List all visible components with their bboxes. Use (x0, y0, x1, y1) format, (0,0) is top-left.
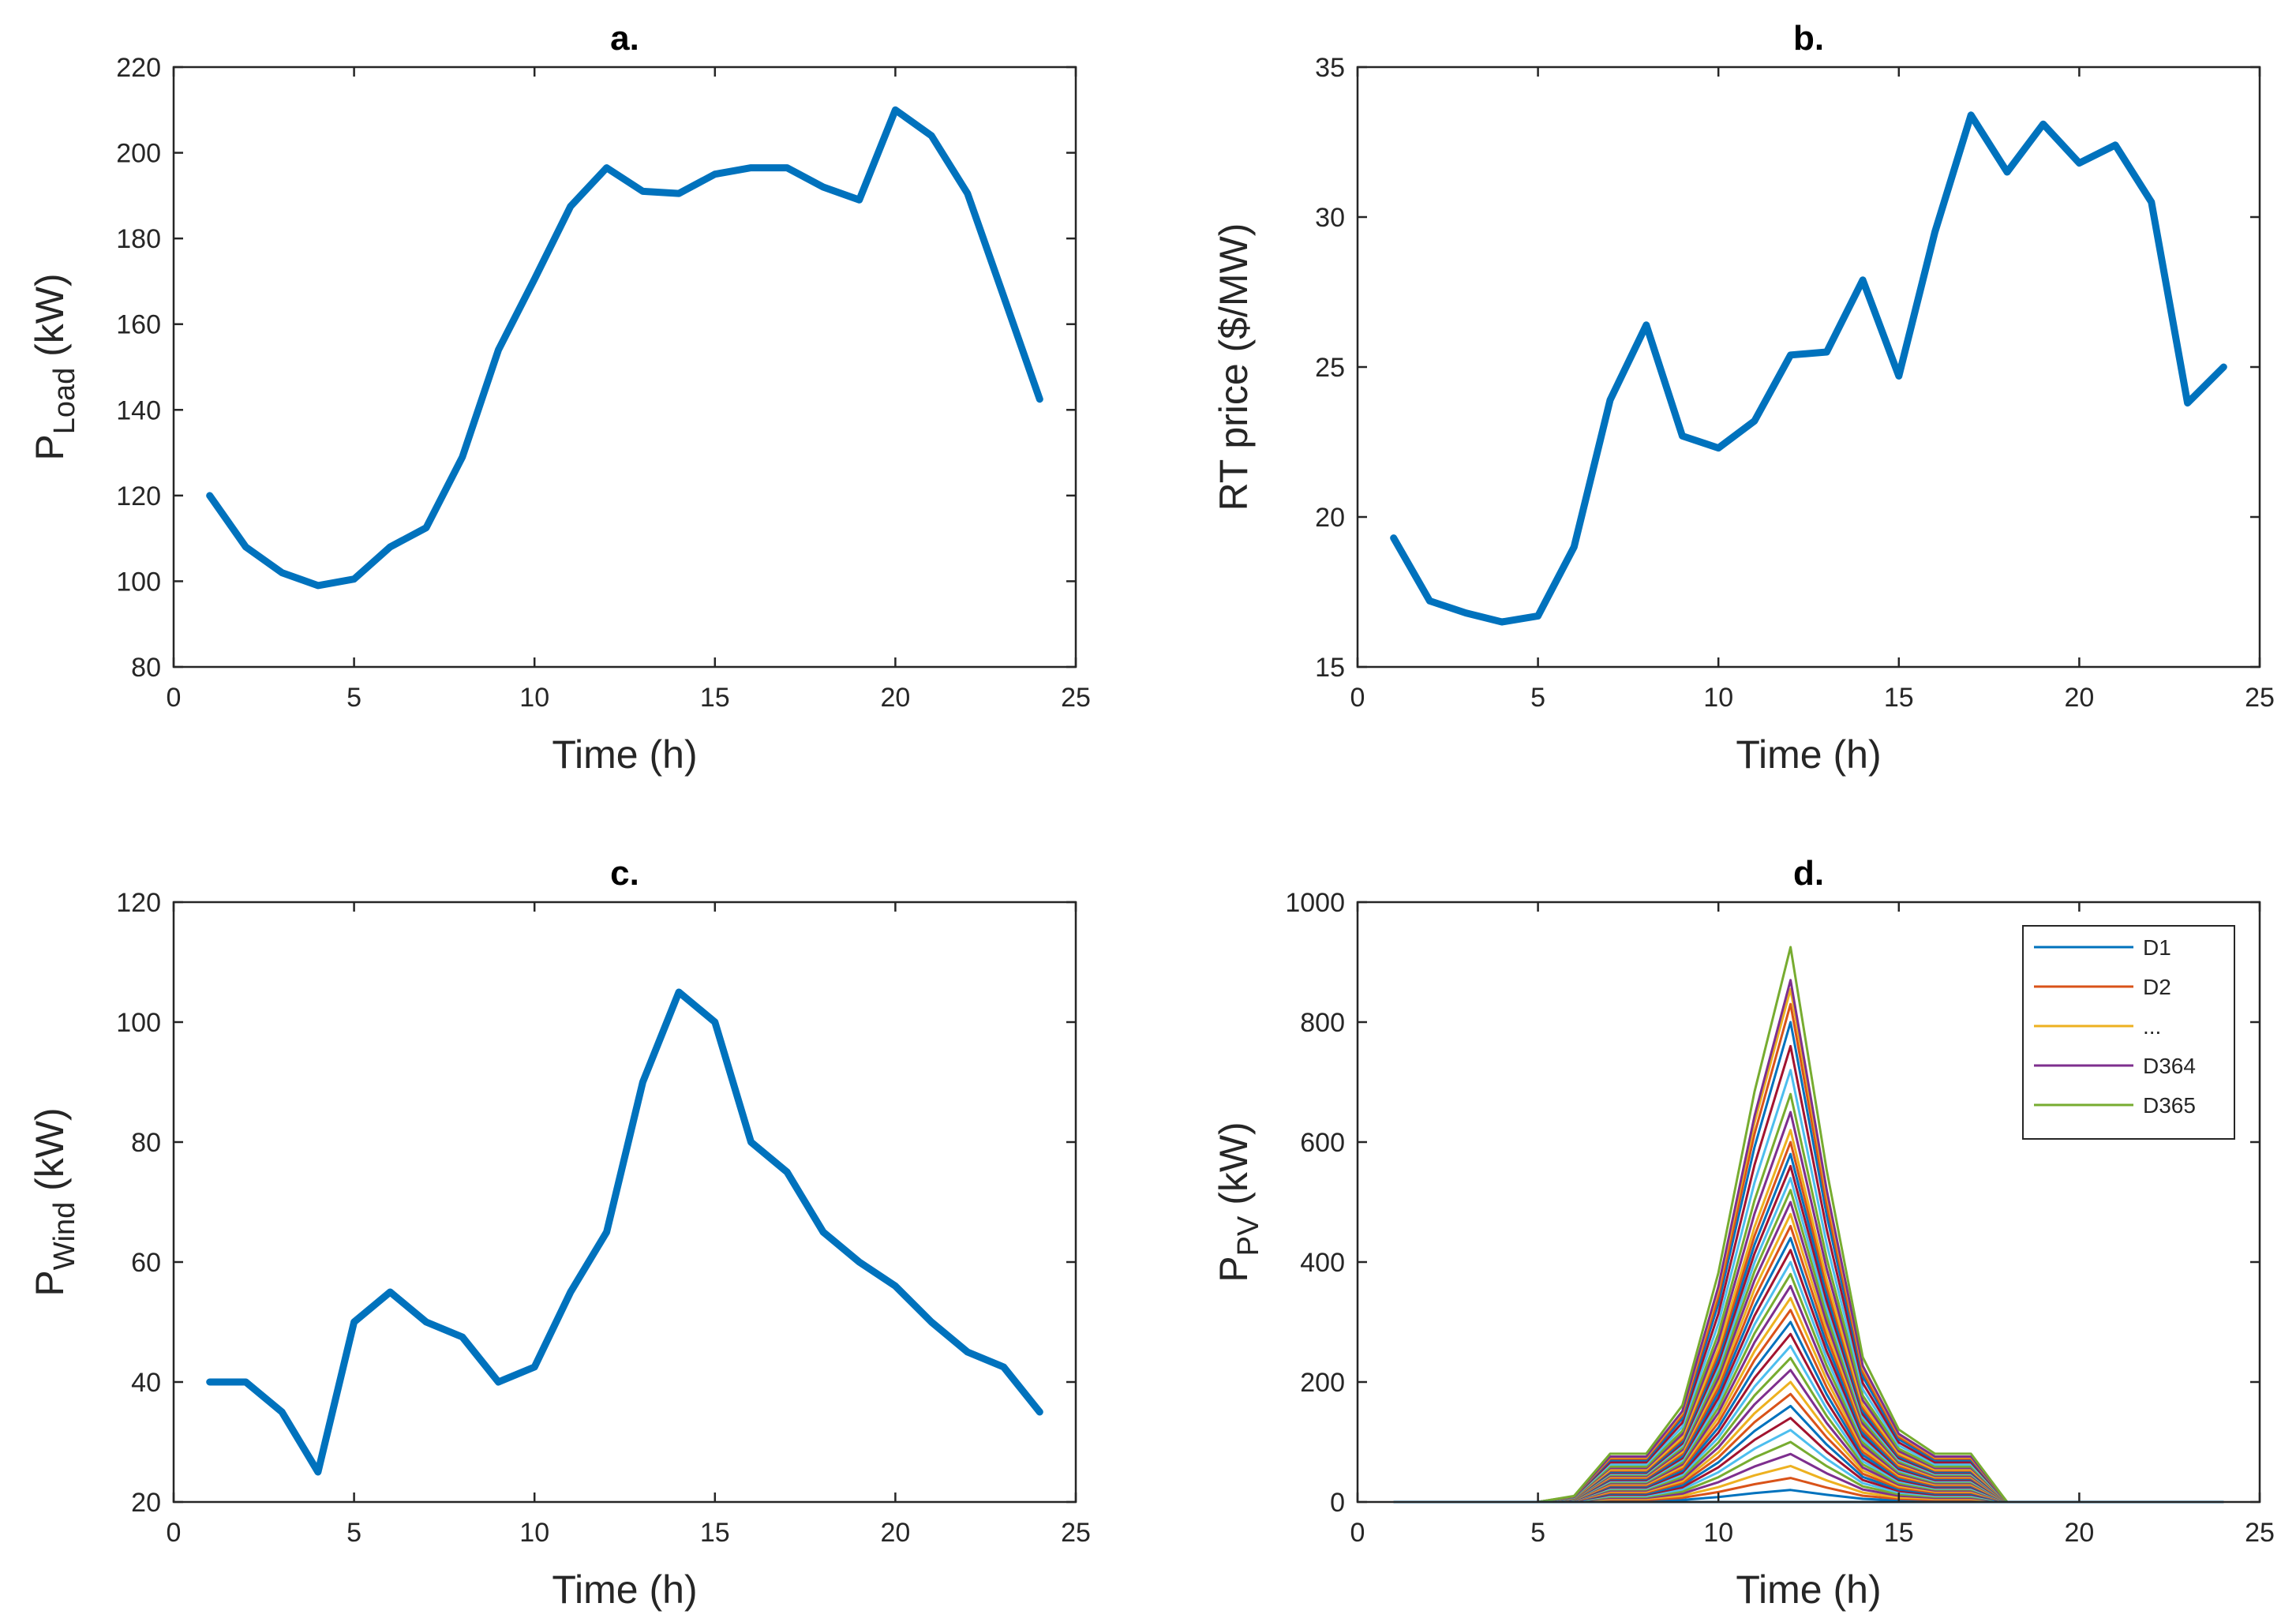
chart-panel-b: 0 5 10 15 20 25 15 20 25 30 35 b. Time (h) RT price (… (1212, 19, 2275, 777)
series-line-c (206, 988, 1043, 1476)
x-axis-label: Time (h) (1736, 1567, 1881, 1612)
x-tick-label: 0 (167, 683, 182, 713)
panels: 0 5 10 15 20 2580100120140160180200220a.Time … (28, 19, 2275, 1612)
x-tick-label: 25 (1061, 1518, 1091, 1548)
axes-box (172, 66, 1077, 669)
x-tick-label: 0 (1350, 683, 1365, 713)
y-tick-label: 100 (116, 567, 161, 597)
y-tick-label: 35 (1315, 53, 1345, 83)
y-axis-label: PLoad (kW) (28, 273, 81, 460)
series-group (1390, 111, 2227, 626)
legend: D1 D2... D364 D365 (2022, 925, 2235, 1140)
y-tick-label: 0 (1330, 1488, 1345, 1518)
y-tick-label: 100 (116, 1008, 161, 1038)
x-tick-label: 15 (1884, 1518, 1914, 1548)
y-tick-label: 30 (1315, 203, 1345, 233)
y-label-main: RT price ($/MW) (1212, 223, 1256, 511)
x-tick-label: 5 (346, 683, 361, 713)
series-line-b (1390, 111, 2227, 626)
x-tick-label: 15 (700, 1518, 730, 1548)
y-tick-label: 20 (131, 1488, 161, 1518)
y-tick-label: 220 (116, 53, 161, 83)
y-tick-label: 800 (1300, 1008, 1345, 1038)
chart-title: b. (1793, 19, 1824, 58)
axes-box (172, 901, 1077, 1504)
x-tick-label: 20 (880, 1518, 910, 1548)
x-tick-label: 5 (346, 1518, 361, 1548)
y-tick-label: 200 (1300, 1368, 1345, 1398)
y-axis-label: PPV (kW) (1212, 1122, 1265, 1282)
x-tick-label: 0 (1350, 1518, 1365, 1548)
y-label-unit: (kW) (1212, 1122, 1256, 1215)
x-tick-label: 5 (1530, 1518, 1545, 1548)
chart-panel-a: 0 5 10 15 20 25 80 100 120 140 160 180 200 220 a. Time … (28, 19, 1091, 777)
y-tick-label: 120 (116, 481, 161, 511)
chart-panel-c: 0 5 10 15 20 25 20 40 60 80 100 120 c. Time (h) PWind … (28, 854, 1091, 1612)
legend-label: D365 (2143, 1093, 2196, 1118)
y-tick-label: 15 (1315, 653, 1345, 683)
legend-label: D364 (2143, 1054, 2196, 1078)
legend-label: D1 (2143, 935, 2171, 960)
y-label-unit: (kW) (28, 1107, 72, 1201)
y-tick-label: 80 (131, 653, 161, 683)
y-tick-label: 60 (131, 1248, 161, 1278)
x-tick-label: 20 (2064, 1518, 2094, 1548)
plot-area (1358, 67, 2260, 667)
y-tick-label: 600 (1300, 1128, 1345, 1158)
legend-label: ... (2143, 1014, 2161, 1039)
y-axis-label: RT price ($/MW) (1212, 223, 1256, 511)
axes-box (1356, 901, 2261, 1504)
y-tick-label: 200 (116, 139, 161, 169)
y-tick-label: 400 (1300, 1248, 1345, 1278)
y-label-main: P (28, 1270, 72, 1296)
x-tick-label: 5 (1530, 683, 1545, 713)
x-tick-label: 20 (880, 683, 910, 713)
chart-title: d. (1793, 854, 1824, 893)
y-tick-label: 160 (116, 310, 161, 340)
y-label-subscript: Wind (48, 1202, 81, 1271)
x-tick-label: 0 (167, 1518, 182, 1548)
y-label-unit: (kW) (28, 273, 72, 367)
plot-area (174, 67, 1076, 667)
x-tick-label: 10 (519, 1518, 549, 1548)
series-group (206, 106, 1043, 590)
x-axis-label: Time (h) (552, 1567, 697, 1612)
x-axis-label: Time (h) (552, 732, 697, 777)
x-tick-label: 25 (2245, 1518, 2275, 1548)
x-tick-label: 15 (1884, 683, 1914, 713)
y-label-main: P (28, 434, 72, 460)
legend-label: D2 (2143, 975, 2171, 999)
y-label-subscript: Load (48, 368, 81, 435)
x-tick-label: 25 (2245, 683, 2275, 713)
series-group (206, 988, 1043, 1476)
y-tick-label: 25 (1315, 353, 1345, 383)
y-tick-label: 180 (116, 224, 161, 254)
y-tick-label: 80 (131, 1128, 161, 1158)
series-line-a (206, 106, 1043, 590)
chart-panel-d: 0 5 10 15 20 25 0 200 400 600 800 1000 d. Time (h) PPV… (1212, 854, 2275, 1612)
y-tick-label: 1000 (1285, 888, 1345, 918)
y-tick-label: 20 (1315, 503, 1345, 533)
x-axis-label: Time (h) (1736, 732, 1881, 777)
y-tick-label: 40 (131, 1368, 161, 1398)
x-tick-label: 20 (2064, 683, 2094, 713)
plot-area (174, 902, 1076, 1502)
x-tick-label: 25 (1061, 683, 1091, 713)
y-axis-label: PWind (kW) (28, 1107, 81, 1296)
y-tick-label: 120 (116, 888, 161, 918)
y-label-main: P (1212, 1256, 1256, 1282)
chart-title: a. (610, 19, 639, 58)
y-tick-label: 140 (116, 395, 161, 425)
x-tick-label: 10 (519, 683, 549, 713)
y-label-subscript: PV (1232, 1215, 1265, 1256)
x-tick-label: 10 (1703, 683, 1733, 713)
x-tick-label: 10 (1703, 1518, 1733, 1548)
legend-box (2022, 925, 2235, 1140)
x-tick-label: 15 (700, 683, 730, 713)
chart-title: c. (610, 854, 639, 893)
